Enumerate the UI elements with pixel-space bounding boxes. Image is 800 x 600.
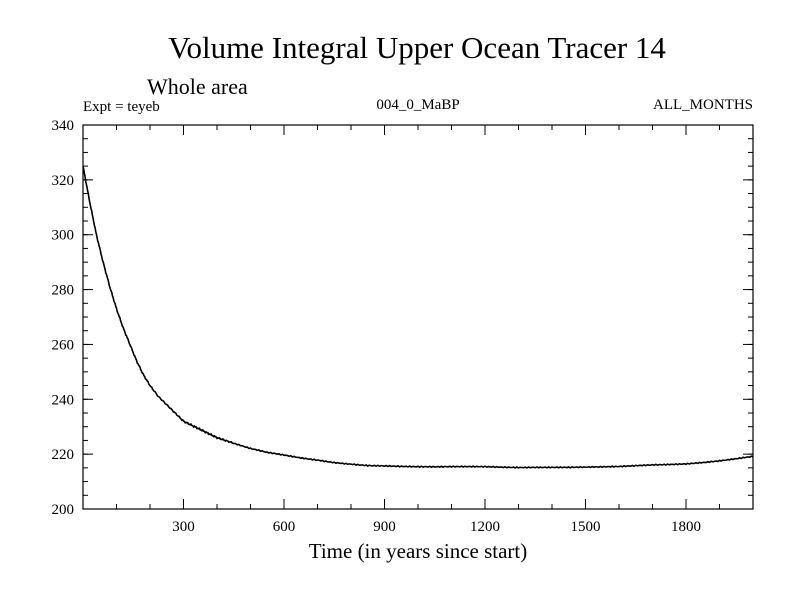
y-tick-label: 280	[52, 283, 75, 299]
x-tick-label: 300	[172, 519, 195, 535]
y-tick-label: 240	[52, 392, 75, 408]
y-tick-label: 200	[52, 502, 75, 518]
x-tick-label: 1500	[571, 519, 601, 535]
chart-subtitle: Whole area	[147, 74, 248, 99]
run-label: 004_0_MaBP	[376, 97, 459, 113]
y-tick-label: 320	[52, 173, 75, 189]
y-tick-label: 260	[52, 337, 75, 353]
x-tick-label: 600	[273, 519, 296, 535]
series-layer	[82, 165, 754, 469]
period-label: ALL_MONTHS	[653, 97, 753, 113]
chart-title: Volume Integral Upper Ocean Tracer 14	[168, 30, 666, 65]
y-tick-label: 300	[52, 228, 75, 244]
ticks-layer: 300 600 900 1200 1500 1800 200 220 240 260 280 300 3…	[52, 118, 753, 535]
experiment-label: Expt = teyeb	[83, 99, 160, 115]
plot-frame	[82, 124, 754, 510]
x-axis-label: Time (in years since start)	[309, 539, 528, 563]
y-tick-label: 220	[52, 447, 75, 463]
y-tick-label: 340	[52, 118, 75, 134]
x-tick-label: 900	[373, 519, 396, 535]
x-tick-label: 1200	[470, 519, 500, 535]
series-line	[82, 165, 754, 469]
x-tick-label: 1800	[671, 519, 701, 535]
